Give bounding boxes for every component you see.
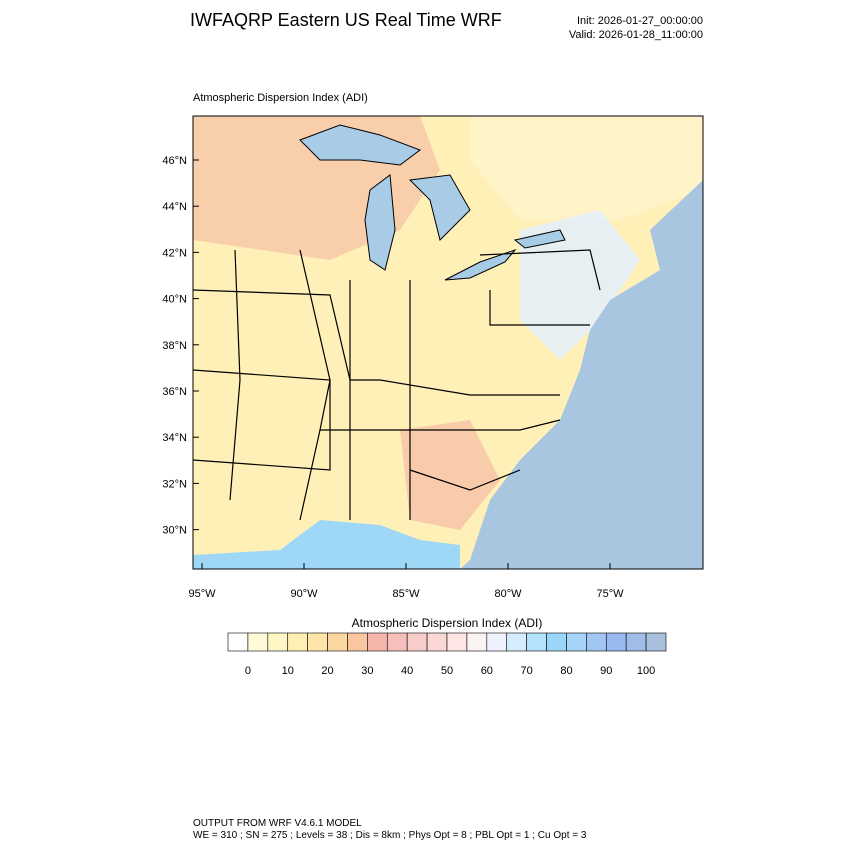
colorbar-box [486, 632, 508, 652]
colorbar-box [506, 632, 527, 652]
lon-labels: 95°W 90°W 85°W 80°W 75°W [188, 563, 624, 600]
colorbar-box [347, 632, 368, 652]
ocean [460, 180, 703, 569]
lat-label: 38°N [162, 340, 187, 352]
map: 46°N 44°N 42°N 40°N 38°N 36°N 34°N 32°N 30°N 95°… [162, 115, 704, 600]
colorbar-tick-label: 10 [282, 665, 294, 677]
colorbar-box [466, 632, 488, 652]
init-time: Init: 2026-01-27_00:00:00 [577, 15, 703, 27]
colorbar-box [307, 632, 328, 652]
lon-label: 95°W [188, 588, 216, 600]
colorbar-box [526, 632, 547, 652]
lake-erie [444, 248, 517, 281]
lon-label: 80°W [494, 588, 522, 600]
lon-label: 90°W [290, 588, 318, 600]
lat-label: 42°N [162, 247, 187, 259]
footer-line: OUTPUT FROM WRF V4.6.1 MODEL [193, 818, 362, 829]
colorbar-box [227, 632, 249, 652]
colorbar: 0 10 20 30 40 50 60 70 80 90 100 [227, 632, 667, 677]
colorbar-tick-label: 70 [521, 665, 533, 677]
title: IWFAQRP Eastern US Real Time WRF [190, 10, 502, 30]
colorbar-tick-label: 0 [245, 665, 251, 677]
colorbar-box [367, 632, 388, 652]
colorbar-box [625, 632, 647, 652]
lon-label: 75°W [596, 588, 624, 600]
colorbar-box [406, 632, 428, 652]
lake-superior [299, 124, 422, 166]
colorbar-tick-label: 80 [560, 665, 572, 677]
colorbar-tick-label: 50 [441, 665, 453, 677]
footer-line: WE = 310 ; SN = 275 ; Levels = 38 ; Dis … [193, 830, 587, 841]
lake-michigan [364, 174, 396, 271]
lat-label: 34°N [162, 432, 187, 444]
colorbar-box [327, 632, 348, 652]
colorbar-box [586, 632, 607, 652]
lat-label: 46°N [162, 155, 187, 167]
colorbar-tick-label: 100 [637, 665, 655, 677]
colorbar-tick-label: 30 [361, 665, 373, 677]
lat-label: 36°N [162, 386, 187, 398]
lat-label: 40°N [162, 294, 187, 306]
colorbar-tick-label: 90 [600, 665, 612, 677]
valid-time: Valid: 2026-01-28_11:00:00 [569, 29, 703, 41]
lat-label: 32°N [162, 478, 187, 490]
colorbar-box [546, 632, 567, 652]
colorbar-box [386, 632, 408, 652]
colorbar-box [645, 632, 667, 652]
lat-labels: 46°N 44°N 42°N 40°N 38°N 36°N 34°N 32°N 30°N [162, 155, 199, 537]
lake-huron [408, 174, 471, 241]
colorbar-box [247, 632, 269, 652]
colorbar-box [287, 632, 308, 652]
colorbar-box [267, 632, 289, 652]
colorbar-box [605, 632, 627, 652]
map-frame [192, 115, 704, 570]
colorbar-title: Atmospheric Dispersion Index (ADI) [352, 616, 543, 630]
colorbar-tick-label: 40 [401, 665, 413, 677]
land-shading [400, 420, 500, 530]
colorbar-tick-label: 20 [321, 665, 333, 677]
lat-label: 44°N [162, 201, 187, 213]
colorbar-box [446, 632, 468, 652]
land-shading [520, 210, 640, 360]
lat-label: 30°N [162, 525, 187, 537]
state-borders [193, 249, 601, 521]
canada [470, 116, 703, 220]
lake-ontario [513, 229, 566, 249]
colorbar-box [566, 632, 587, 652]
colorbar-box [426, 632, 448, 652]
gulf [193, 520, 460, 569]
colorbar-tick-label: 60 [481, 665, 493, 677]
lon-label: 85°W [392, 588, 420, 600]
map-title: Atmospheric Dispersion Index (ADI) [193, 92, 368, 104]
